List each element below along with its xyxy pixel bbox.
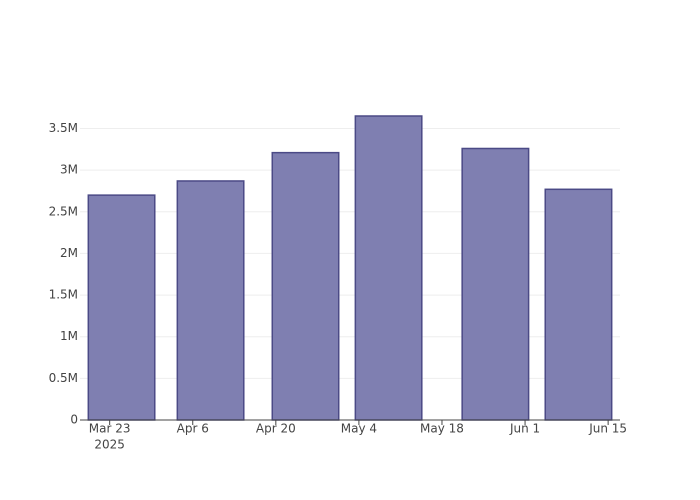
bar [354, 115, 423, 421]
bar [461, 147, 530, 421]
x-tick-label: Jun 1 [509, 422, 540, 436]
y-tick-label: 2.5M [49, 204, 78, 218]
bar [87, 194, 156, 421]
x-tick-label: May 18 [420, 422, 464, 436]
y-tick-label: 0 [70, 413, 78, 427]
y-tick-label: 2M [60, 246, 78, 260]
y-tick-label: 3.5M [49, 121, 78, 135]
x-tick-label: Apr 20 [256, 422, 296, 436]
x-tick-sublabel: 2025 [94, 438, 125, 452]
bar [271, 151, 340, 421]
bar [544, 188, 613, 421]
x-tick-label: May 4 [341, 422, 377, 436]
y-tick-label: 0.5M [49, 371, 78, 385]
y-tick-label: 1.5M [49, 288, 78, 302]
y-tick-label: 1M [60, 329, 78, 343]
y-tick-label: 3M [60, 163, 78, 177]
bar [176, 180, 245, 421]
x-tick-label: Apr 6 [177, 422, 209, 436]
x-tick-label: Mar 23 [89, 422, 131, 436]
x-tick-label: Jun 15 [588, 422, 627, 436]
